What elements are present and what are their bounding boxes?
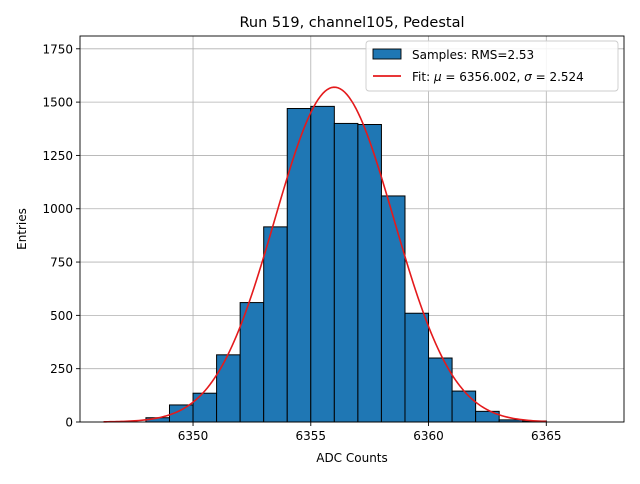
histogram-bar — [451, 390, 477, 423]
y-tick-label: 1000 — [42, 202, 73, 216]
histogram-bar — [310, 105, 335, 423]
histogram-bar — [333, 122, 359, 423]
y-tick-label: 1750 — [42, 42, 73, 56]
y-axis-label: Entries — [15, 208, 29, 250]
legend-fit-label: Fit: μ = 6356.002, σ = 2.524 — [412, 70, 584, 84]
legend-fit-prefix: Fit: — [412, 70, 434, 84]
legend-fit-sigma-value: = 2.524 — [532, 70, 584, 84]
y-axis-ticks: 0 250 500 750 1000 1250 1500 1750 — [42, 42, 80, 430]
histogram-bar — [404, 312, 430, 423]
x-axis-ticks: 6350 6355 6360 6365 — [178, 422, 562, 443]
legend-box — [365, 40, 619, 92]
y-tick-label: 750 — [50, 256, 73, 270]
x-tick-label: 6365 — [531, 429, 562, 443]
x-tick-label: 6355 — [296, 429, 327, 443]
legend-fit-sigma-symbol: σ — [524, 70, 532, 84]
histogram-bar — [380, 195, 406, 423]
y-tick-label: 250 — [50, 362, 73, 376]
y-tick-label: 0 — [65, 416, 73, 430]
histogram-bar — [357, 124, 382, 423]
legend-fit-mu-value: = 6356.002, — [442, 70, 525, 84]
legend-fit-mu-symbol: μ — [433, 70, 442, 84]
y-tick-label: 500 — [50, 309, 73, 323]
x-axis-label: ADC Counts — [316, 451, 388, 465]
y-tick-label: 1500 — [42, 96, 73, 110]
histogram-bar — [286, 108, 312, 423]
fit-curve — [103, 86, 547, 423]
x-tick-label: 6360 — [413, 429, 444, 443]
histogram-bar — [263, 226, 288, 423]
legend-histogram-swatch — [372, 48, 402, 60]
y-tick-label: 1250 — [42, 149, 73, 163]
chart-title: Run 519, channel105, Pedestal — [239, 15, 464, 31]
plot-frame — [79, 35, 625, 423]
x-tick-label: 6350 — [178, 429, 209, 443]
legend-histogram-label: Samples: RMS=2.53 — [412, 48, 534, 62]
legend: Samples: RMS=2.53 Fit: μ = 6356.002, σ =… — [365, 40, 619, 92]
histogram-bar — [239, 302, 265, 423]
histogram-bar — [192, 392, 218, 423]
histogram-bars — [145, 105, 547, 423]
histogram-bar — [216, 354, 241, 423]
